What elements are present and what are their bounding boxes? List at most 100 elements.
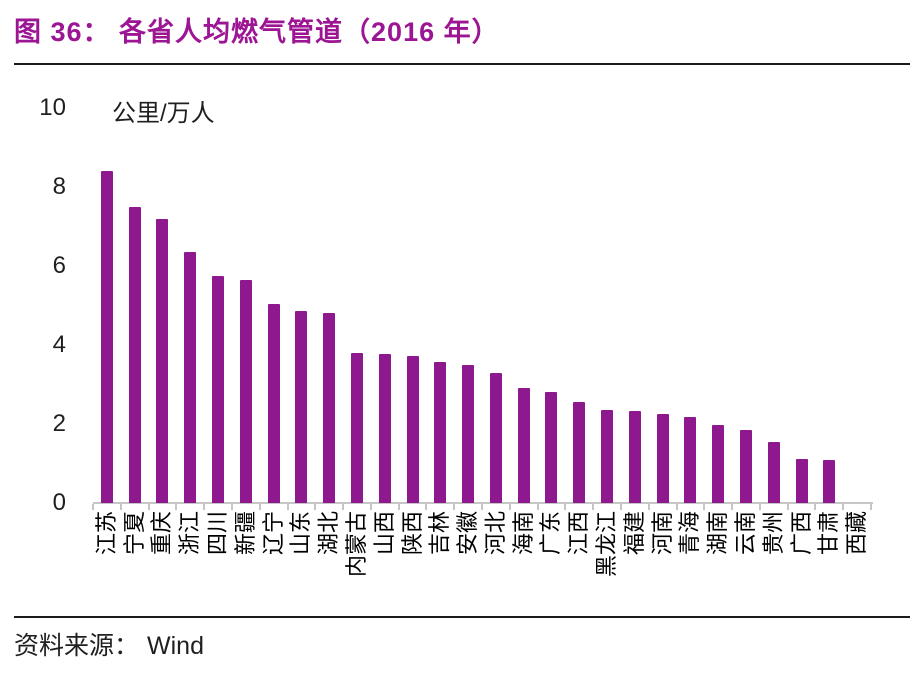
y-axis-tick-label: 6 [52,252,66,279]
y-axis-unit-label: 公里/万人 [112,100,215,127]
bar [656,414,669,503]
x-axis-category-label: 内蒙古 [343,511,369,578]
x-axis-tick [397,504,400,510]
title-divider [14,63,910,65]
x-axis-tick [647,504,650,510]
bar [823,459,836,503]
x-axis-line [93,502,873,504]
x-axis-category-label: 陕西 [399,511,425,556]
x-axis-tick [814,504,817,510]
x-axis-tick [675,504,678,510]
x-axis-category-label: 重庆 [149,511,175,556]
bar [323,313,336,503]
bar [184,252,197,503]
bar [712,425,725,503]
x-axis-category-label: 西藏 [844,511,870,556]
y-axis-tick-label: 2 [52,410,66,437]
x-axis-tick [175,504,178,510]
x-axis-category-label: 四川 [205,511,231,556]
x-axis-tick [619,504,622,510]
x-axis-category-label: 广西 [788,511,814,556]
figure-title: 图 36： 各省人均燃气管道（2016 年） [14,17,500,47]
source-line: 资料来源： Wind [14,626,204,662]
x-axis-category-label: 贵州 [760,511,786,556]
x-axis-tick [592,504,595,510]
x-axis-category-label: 辽宁 [260,511,286,556]
bar [795,458,808,503]
x-axis-category-label: 广东 [538,511,564,556]
bar [378,353,391,503]
x-axis-category-label: 甘肃 [816,511,842,556]
bar [350,352,363,503]
x-axis-tick [703,504,706,510]
bar [739,429,752,503]
y-axis-tick-label: 8 [52,173,66,200]
x-axis-tick [870,504,872,510]
source-label: 资料来源： [14,633,140,660]
bar [767,441,780,503]
x-axis-category-label: 青海 [677,511,703,556]
x-axis-tick [119,504,122,510]
x-axis-tick [508,504,511,510]
x-axis-tick [536,504,539,510]
bar [601,409,614,503]
x-axis-category-label: 云南 [732,511,758,556]
x-axis-category-label: 江苏 [93,511,119,556]
x-axis-tick [258,504,261,510]
bar [267,303,280,503]
source-name: Wind [147,632,204,660]
x-axis-tick [425,504,428,510]
bar [489,372,502,503]
bar [628,410,641,503]
x-axis-category-label: 湖南 [705,511,731,556]
x-axis-category-label: 江西 [566,511,592,556]
bar [295,311,308,503]
x-axis-category-label: 山东 [288,511,314,556]
x-axis-category-label: 安徽 [455,511,481,556]
x-axis-tick [564,504,567,510]
x-axis-tick [731,504,734,510]
bar [239,279,252,503]
x-axis-tick [758,504,761,510]
x-axis-category-label: 福建 [621,511,647,556]
x-axis-tick [286,504,289,510]
x-axis-tick [314,504,317,510]
bar [517,388,530,503]
x-axis-tick [147,504,150,510]
bar [545,392,558,503]
bar [128,206,141,503]
x-axis-tick [369,504,372,510]
bar [100,171,113,503]
bar [462,364,475,503]
x-axis-category-label: 黑龙江 [594,511,620,578]
x-axis-tick [203,504,206,510]
x-axis-category-label: 吉林 [427,511,453,556]
bar [684,416,697,503]
x-axis-tick [481,504,483,510]
footer-divider [14,616,910,618]
x-axis-tick [786,504,789,510]
x-axis-category-label: 海南 [510,511,536,556]
x-axis-category-label: 宁夏 [121,511,147,556]
bar [434,361,447,503]
x-axis-category-label: 浙江 [177,511,203,556]
x-axis-category-label: 河南 [649,511,675,556]
bar [212,275,225,503]
x-axis-tick [92,504,94,510]
x-axis-tick [230,504,233,510]
x-axis-category-label: 河北 [482,511,508,556]
bar [156,218,169,503]
x-axis-category-label: 新疆 [232,511,258,556]
y-axis-tick-label: 4 [52,331,66,358]
x-axis-category-label: 湖北 [316,511,342,556]
y-axis-tick-label: 0 [52,489,66,516]
y-axis-tick-label: 10 [39,94,66,121]
bar [573,402,586,503]
x-axis-tick [842,504,845,510]
x-axis-tick [453,504,456,510]
x-axis-tick [342,504,345,510]
x-axis-category-label: 山西 [371,511,397,556]
bar [406,356,419,503]
